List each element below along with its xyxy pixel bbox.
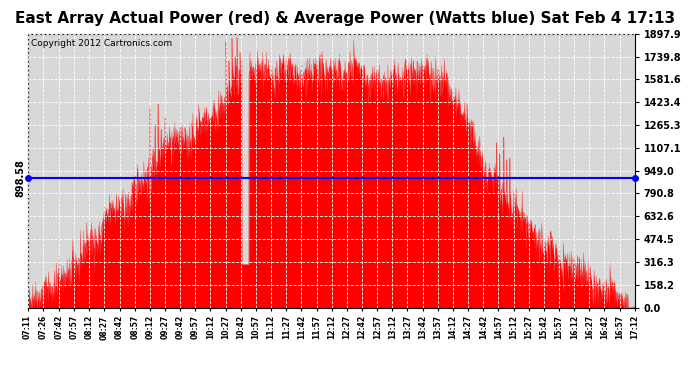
Text: East Array Actual Power (red) & Average Power (Watts blue) Sat Feb 4 17:13: East Array Actual Power (red) & Average … xyxy=(15,11,675,26)
Text: Copyright 2012 Cartronics.com: Copyright 2012 Cartronics.com xyxy=(30,39,172,48)
Text: 898.58: 898.58 xyxy=(16,159,26,197)
